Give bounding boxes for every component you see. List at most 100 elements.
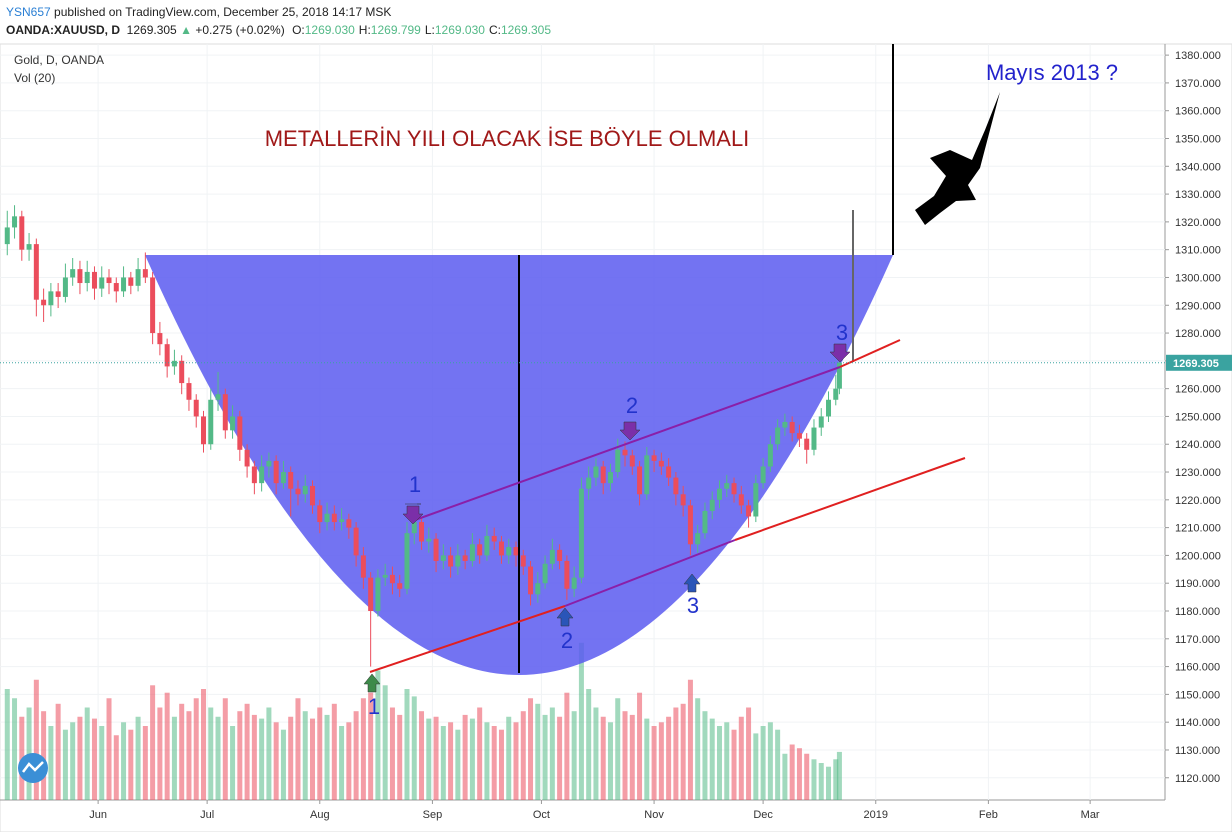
candle-body xyxy=(48,291,54,306)
volume-bar xyxy=(528,698,534,800)
volume-bar xyxy=(811,759,817,800)
candle-body xyxy=(506,547,512,556)
y-tick-label: 1370.000 xyxy=(1175,78,1221,90)
ohlc: O:1269.030 H:1269.799 L:1269.030 C:1269.305 xyxy=(288,23,551,37)
volume-bar xyxy=(448,722,454,800)
candle-body xyxy=(484,535,490,556)
candle-body xyxy=(557,549,563,561)
candle-body xyxy=(513,547,519,556)
candle-body xyxy=(760,466,766,484)
volume-bar xyxy=(658,722,664,800)
candle-body xyxy=(404,533,410,589)
candle-body xyxy=(12,216,18,228)
y-tick-label: 1280.000 xyxy=(1175,328,1221,340)
volume-bar xyxy=(593,707,599,800)
candle-body xyxy=(295,488,301,495)
volume-bar xyxy=(513,722,519,800)
candle-body xyxy=(535,583,541,595)
candle-body xyxy=(91,271,97,289)
volume-bar xyxy=(324,714,330,800)
candle-body xyxy=(193,399,199,417)
candle-body xyxy=(19,216,25,250)
volume-bar xyxy=(564,692,570,800)
candle-body xyxy=(99,277,105,289)
volume-bar xyxy=(164,692,170,800)
candle-body xyxy=(818,416,824,428)
volume-bar xyxy=(84,707,90,800)
y-tick-label: 1320.000 xyxy=(1175,217,1221,229)
candle-body xyxy=(836,362,842,389)
trend-line xyxy=(369,605,566,673)
candle-body xyxy=(317,505,323,523)
candle-body xyxy=(70,269,76,278)
quote-label: O: xyxy=(292,23,305,37)
quote-line: OANDA:XAUUSD, D 1269.305 ▲ +0.275 (+0.02… xyxy=(6,23,551,37)
candle-body xyxy=(433,538,439,561)
publish-line: YSN657 published on TradingView.com, Dec… xyxy=(6,5,391,19)
volume-bar xyxy=(121,722,127,800)
volume-bar xyxy=(716,726,722,800)
candle-body xyxy=(142,269,148,278)
candle-body xyxy=(26,244,32,250)
symbol: OANDA:XAUUSD, D xyxy=(6,23,120,37)
volume-legend: Vol (20) xyxy=(14,71,55,85)
candle-body xyxy=(622,449,628,456)
volume-bar xyxy=(622,711,628,800)
x-tick-label: Jul xyxy=(200,809,214,821)
volume-bar xyxy=(368,692,374,800)
candle-body xyxy=(33,244,39,300)
volume-bar xyxy=(12,698,18,800)
volume-bar xyxy=(41,711,47,800)
y-tick-label: 1350.000 xyxy=(1175,134,1221,146)
candle-body xyxy=(302,485,308,495)
wave-label: 2 xyxy=(561,628,573,653)
volume-bar xyxy=(644,718,650,800)
logo-mark xyxy=(22,761,44,773)
candle-body xyxy=(782,422,788,428)
candle-body xyxy=(462,555,468,561)
volume-bar xyxy=(208,707,214,800)
candle-body xyxy=(796,433,802,439)
volume-bar xyxy=(230,726,236,800)
candle-body xyxy=(651,455,657,461)
candle-body xyxy=(440,555,446,561)
candle-body xyxy=(106,277,112,284)
volume-bar xyxy=(826,766,832,800)
volume-bar xyxy=(469,718,475,800)
volume-bar xyxy=(702,711,708,800)
frame xyxy=(0,43,1232,832)
candle-body xyxy=(658,460,664,467)
author[interactable]: YSN657 xyxy=(6,5,51,19)
volume-bar xyxy=(775,729,781,800)
x-tick-label: Oct xyxy=(533,809,550,821)
candle-body xyxy=(368,577,374,611)
wave-label: 2 xyxy=(626,393,638,418)
candle-body xyxy=(339,519,345,523)
candle-body xyxy=(121,277,127,292)
volume-bar xyxy=(687,679,693,800)
volume-bar xyxy=(419,711,425,800)
x-tick-label: Jun xyxy=(89,809,107,821)
volume-bar xyxy=(520,711,526,800)
volume-bar xyxy=(397,714,403,800)
volume-bar xyxy=(273,722,279,800)
volume-bar xyxy=(48,726,54,800)
candle-body xyxy=(746,505,752,517)
candle-body xyxy=(687,505,693,545)
candle-body xyxy=(382,574,388,578)
volume-bar xyxy=(280,729,286,800)
volume-bar xyxy=(746,707,752,800)
volume-bar xyxy=(455,729,461,800)
candle-body xyxy=(273,460,279,484)
candle-body xyxy=(353,527,359,556)
candle-body xyxy=(644,455,650,495)
volume-bar xyxy=(484,722,490,800)
volume-bar xyxy=(760,726,766,800)
quote-value: 1269.305 xyxy=(500,23,551,37)
candle-body xyxy=(135,269,141,286)
volume-bar xyxy=(836,751,842,800)
candle-body xyxy=(41,299,47,306)
legend: Gold, D, OANDA xyxy=(14,53,104,67)
